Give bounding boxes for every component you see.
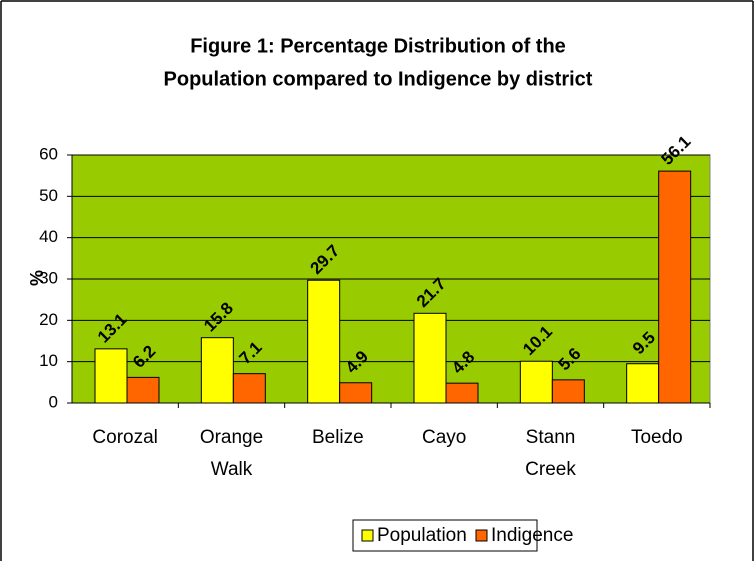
bar [413, 312, 447, 404]
y-tick-label: 50 [39, 186, 58, 205]
y-tick-label: 60 [39, 144, 58, 163]
chart-title: Figure 1: Percentage Distribution of the [190, 35, 566, 57]
bar [339, 382, 373, 404]
x-tick-label: Corozal [92, 427, 157, 448]
bar [232, 373, 266, 404]
y-tick-label: 20 [39, 310, 58, 329]
bar [658, 170, 692, 404]
legend-label: Indigence [491, 525, 573, 546]
y-tick-label: 0 [49, 392, 58, 411]
bar [626, 363, 660, 404]
x-tick-label: Toedo [631, 427, 683, 448]
chart-subtitle: Population compared to Indigence by dist… [164, 68, 593, 90]
bar [519, 360, 553, 404]
y-tick-label: 30 [39, 268, 58, 287]
x-tick-label: Belize [312, 427, 364, 448]
y-tick-label: 40 [39, 227, 58, 246]
bar [126, 376, 160, 404]
legend-label: Population [377, 525, 467, 546]
legend-swatch [475, 529, 488, 542]
bar [307, 279, 341, 404]
legend-swatch [361, 529, 374, 542]
x-tick-label: Stann Creek [525, 427, 576, 480]
y-axis-label: % [27, 270, 47, 286]
x-tick-label: Cayo [422, 427, 466, 448]
bar [94, 348, 128, 404]
bar [551, 379, 585, 404]
bar [445, 382, 479, 404]
bar [200, 337, 234, 404]
x-tick-label: Orange Walk [200, 427, 263, 480]
legend-box [352, 519, 538, 552]
y-tick-label: 10 [39, 351, 58, 370]
